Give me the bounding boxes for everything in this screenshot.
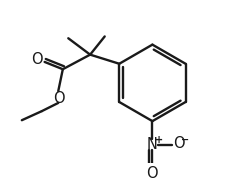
Text: O: O <box>173 136 185 151</box>
Text: +: + <box>155 135 163 145</box>
Text: O: O <box>147 166 158 179</box>
Text: O: O <box>32 52 43 67</box>
Text: N: N <box>147 137 158 152</box>
Text: O: O <box>53 91 65 106</box>
Text: −: − <box>181 134 189 144</box>
